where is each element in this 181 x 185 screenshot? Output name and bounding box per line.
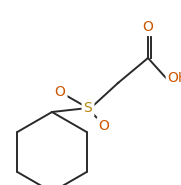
- Text: O: O: [143, 20, 153, 34]
- Text: S: S: [84, 101, 92, 115]
- Text: OH: OH: [167, 71, 181, 85]
- Text: O: O: [99, 119, 110, 133]
- Text: O: O: [54, 85, 66, 99]
